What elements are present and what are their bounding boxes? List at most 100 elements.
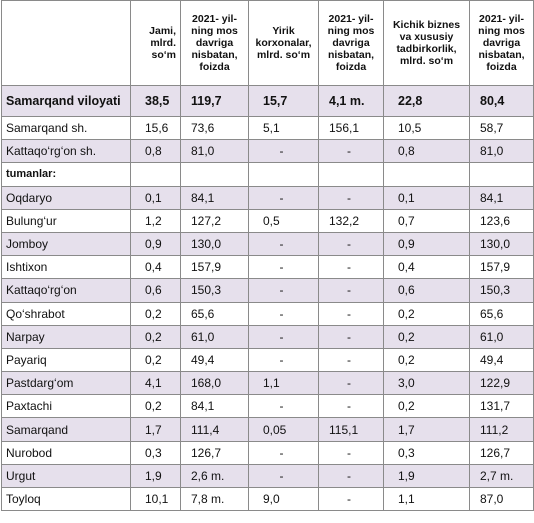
cell-region-name: Kattaqo‘rg‘on sh. [1, 139, 131, 164]
cell-small-percent: 150,3 [469, 278, 534, 303]
cell-large-percent: - [318, 255, 384, 280]
cell-total-percent: 126,7 [180, 440, 249, 465]
cell-total-value: 0,3 [130, 440, 181, 465]
cell-region-name: Urgut [1, 463, 131, 489]
cell-small-value [383, 162, 470, 187]
cell-total-percent: 2,6 m. [180, 463, 249, 489]
cell-large-value: - [248, 394, 319, 419]
cell-large-value: - [248, 301, 319, 326]
cell-large-value: - [248, 185, 319, 210]
cell-total-percent: 84,1 [180, 394, 249, 419]
cell-region-name: Kattaqo‘rg‘on [1, 278, 131, 303]
cell-small-percent: 84,1 [469, 185, 534, 210]
cell-region-name: Qo‘shrabot [1, 301, 131, 326]
table-row: Nurobod 0,3 126,7- -0,3 126,7 [1, 440, 534, 465]
cell-total-percent: 65,6 [180, 301, 249, 326]
cell-total-value: 0,6 [130, 278, 181, 303]
cell-small-percent: 126,7 [469, 440, 534, 465]
header-cell-region [1, 0, 131, 86]
table-row: Kattaqo‘rg‘on sh. 0,8 81,0- -0,8 81,0 [1, 139, 534, 164]
table-row: Samarqand 1,7 111,4 0,05 115,1 1,7 111,2 [1, 417, 534, 442]
header-cell-total-percent: 2021- yil-ning mos davriga nisbatan, foi… [180, 0, 249, 86]
cell-large-percent: 4,1 m. [318, 85, 384, 117]
cell-large-value: - [248, 139, 319, 164]
cell-total-percent: 49,4 [180, 347, 249, 373]
cell-small-percent: 87,0 [469, 486, 534, 512]
cell-small-value: 0,2 [383, 347, 470, 373]
header-cell-total: Jami, mlrd. so‘m [130, 0, 181, 86]
cell-large-value: - [248, 324, 319, 349]
table-row: Paxtachi 0,2 84,1- -0,2 131,7 [1, 394, 534, 419]
cell-large-percent: 115,1 [318, 417, 384, 442]
cell-region-name: Nurobod [1, 440, 131, 465]
cell-small-value: 22,8 [383, 85, 470, 117]
cell-total-percent: 84,1 [180, 185, 249, 210]
cell-large-percent: - [318, 301, 384, 326]
cell-large-percent: - [318, 440, 384, 465]
cell-total-value: 4,1 [130, 371, 181, 396]
cell-large-value: 0,5 [248, 208, 319, 233]
cell-large-percent: - [318, 463, 384, 489]
cell-large-percent: - [318, 347, 384, 373]
cell-region-name: Ishtixon [1, 255, 131, 280]
cell-region-name: Payariq [1, 347, 131, 373]
cell-total-value: 0,2 [130, 347, 181, 373]
table-row: Narpay 0,2 61,0- -0,2 61,0 [1, 324, 534, 349]
cell-small-percent: 58,7 [469, 115, 534, 141]
cell-total-value: 0,8 [130, 139, 181, 164]
cell-region-name: Narpay [1, 324, 131, 349]
header-cell-large-percent: 2021- yil-ning mos davriga nisbatan, foi… [318, 0, 384, 86]
cell-small-percent: 130,0 [469, 231, 534, 257]
cell-total-percent: 61,0 [180, 324, 249, 349]
cell-small-percent: 81,0 [469, 139, 534, 164]
cell-total-percent: 157,9 [180, 255, 249, 280]
cell-region-name: Pastdarg‘om [1, 371, 131, 396]
cell-large-value: - [248, 440, 319, 465]
cell-large-percent: 156,1 [318, 115, 384, 141]
header-cell-large-enterprises: Yirik korxonalar, mlrd. so‘m [248, 0, 319, 86]
table-row: tumanlar: [1, 162, 534, 187]
cell-small-percent: 122,9 [469, 371, 534, 396]
cell-total-value: 0,2 [130, 394, 181, 419]
cell-total-percent: 127,2 [180, 208, 249, 233]
table-row: Ishtixon 0,4 157,9- -0,4 157,9 [1, 255, 534, 280]
cell-small-value: 3,0 [383, 371, 470, 396]
cell-total-percent: 7,8 m. [180, 486, 249, 512]
cell-large-percent: - [318, 185, 384, 210]
table-row: Bulung‘ur 1,2 127,2 0,5 132,2 0,7 123,6 [1, 208, 534, 233]
table-row: Toyloq 10,1 7,8 m. 9,0-1,1 87,0 [1, 486, 534, 512]
table-row: Pastdarg‘om 4,1 168,0 1,1-3,0 122,9 [1, 371, 534, 396]
cell-large-value: - [248, 347, 319, 373]
cell-small-value: 0,7 [383, 208, 470, 233]
cell-total-value: 10,1 [130, 486, 181, 512]
table-row: Qo‘shrabot 0,2 65,6- -0,2 65,6 [1, 301, 534, 326]
cell-small-value: 1,7 [383, 417, 470, 442]
cell-large-percent: - [318, 371, 384, 396]
cell-total-value: 1,9 [130, 463, 181, 489]
cell-total-value: 0,2 [130, 301, 181, 326]
table-row: Urgut 1,9 2,6 m. - -1,9 2,7 m. [1, 463, 534, 489]
cell-region-name: Samarqand sh. [1, 115, 131, 141]
cell-large-percent: - [318, 231, 384, 257]
cell-total-value: 1,2 [130, 208, 181, 233]
cell-small-percent: 49,4 [469, 347, 534, 373]
cell-small-value: 0,6 [383, 278, 470, 303]
cell-total-value: 38,5 [130, 85, 181, 117]
cell-large-percent: - [318, 324, 384, 349]
cell-small-value: 0,1 [383, 185, 470, 210]
header-cell-small-business: Kichik biznes va xususiy tadbirkorlik, m… [383, 0, 470, 86]
cell-small-percent: 157,9 [469, 255, 534, 280]
cell-total-value: 0,2 [130, 324, 181, 349]
cell-small-value: 10,5 [383, 115, 470, 141]
cell-small-value: 0,2 [383, 324, 470, 349]
cell-large-percent: - [318, 278, 384, 303]
cell-small-percent: 2,7 m. [469, 463, 534, 489]
cell-small-value: 0,4 [383, 255, 470, 280]
cell-small-percent: 123,6 [469, 208, 534, 233]
cell-total-value: 0,9 [130, 231, 181, 257]
cell-total-value: 0,1 [130, 185, 181, 210]
cell-large-value: 9,0 [248, 486, 319, 512]
cell-small-value: 0,3 [383, 440, 470, 465]
table-row: Samarqand sh. 15,6 73,6 5,1 156,1 10,5 58,7 [1, 115, 534, 141]
cell-region-name: Bulung‘ur [1, 208, 131, 233]
